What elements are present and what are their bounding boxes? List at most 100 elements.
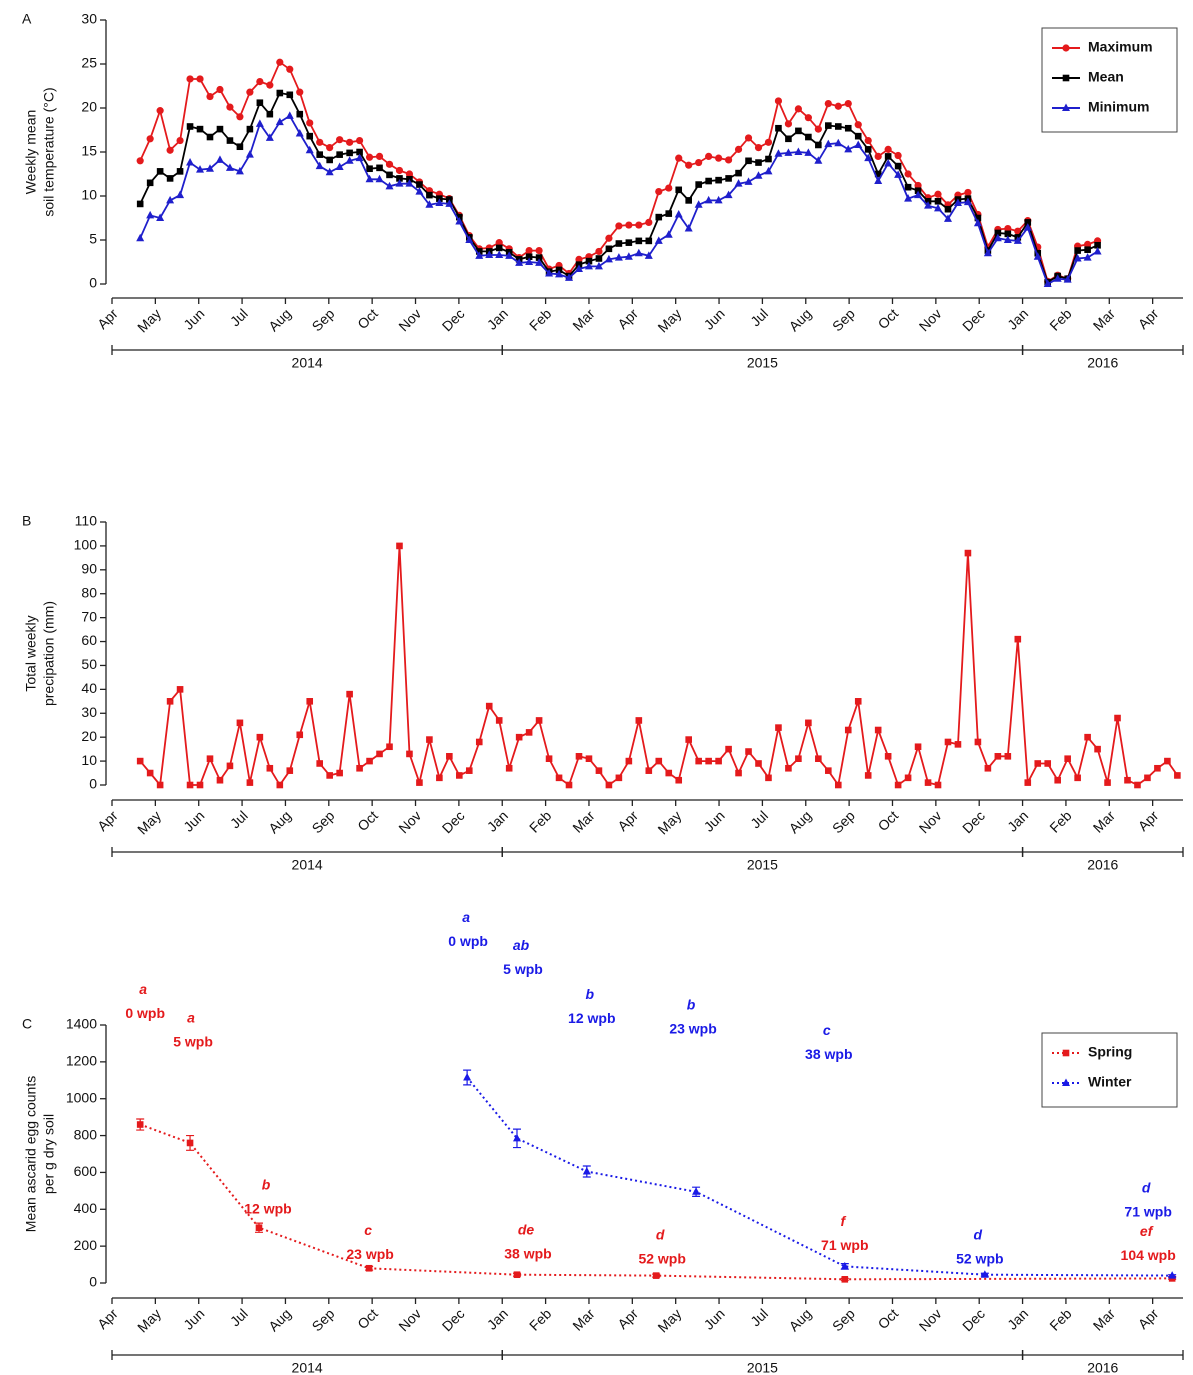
data-point (405, 179, 414, 187)
x-tick-label: Mar (1090, 1305, 1119, 1334)
data-point (335, 162, 344, 170)
data-point (513, 1271, 521, 1279)
y-tick-label: 30 (81, 704, 97, 720)
data-point (285, 111, 294, 119)
data-point (934, 190, 942, 198)
data-point (1124, 776, 1131, 784)
data-point (894, 151, 902, 160)
data-point (894, 781, 902, 789)
x-tick-label: Feb (526, 807, 555, 836)
legend-label: Spring (1088, 1044, 1132, 1060)
data-point (824, 139, 833, 148)
data-point (1064, 755, 1071, 762)
significance-letter: a (139, 981, 147, 997)
data-point (815, 141, 822, 149)
x-tick-label: Jun (701, 1305, 728, 1332)
data-point (675, 776, 683, 784)
y-tick-label: 1200 (66, 1053, 97, 1069)
data-point (356, 764, 363, 772)
data-point (615, 240, 623, 247)
data-point (1043, 279, 1052, 287)
data-point (904, 183, 912, 191)
point-annotation: 52 wpb (638, 1250, 685, 1266)
data-point (785, 764, 792, 772)
data-point (754, 171, 763, 179)
data-point (844, 144, 853, 153)
data-point (136, 757, 144, 765)
data-point (196, 125, 204, 133)
data-point (266, 110, 274, 118)
data-point (864, 153, 873, 162)
data-point (674, 209, 683, 218)
data-point (734, 179, 743, 187)
data-point (944, 738, 952, 746)
y-tick-label: 200 (74, 1237, 98, 1253)
significance-letter: ab (513, 937, 530, 953)
data-point (286, 65, 294, 73)
x-tick-label: Mar (569, 1305, 598, 1334)
data-point (316, 151, 323, 158)
data-point (246, 779, 254, 786)
data-point (694, 200, 703, 208)
y-tick-label: 1400 (66, 1016, 97, 1032)
year-label: 2016 (1087, 857, 1118, 873)
data-point (525, 246, 533, 255)
data-point (266, 81, 274, 89)
point-annotation: 38 wpb (504, 1245, 551, 1261)
data-point (276, 781, 284, 789)
data-point (734, 145, 743, 153)
data-point (735, 769, 742, 777)
data-point (196, 165, 205, 173)
year-label: 2016 (1087, 1360, 1118, 1375)
data-point (426, 736, 433, 743)
data-point (395, 166, 404, 175)
data-point (655, 757, 663, 765)
data-point (275, 117, 284, 126)
data-point (386, 743, 393, 751)
panel-label: B (22, 513, 31, 529)
data-point (584, 261, 593, 270)
legend-label: Winter (1088, 1074, 1132, 1090)
data-point (1034, 760, 1042, 767)
data-point (255, 119, 264, 127)
data-point (365, 1264, 373, 1272)
legend-marker (1062, 74, 1070, 82)
data-point (695, 158, 703, 167)
data-point (684, 224, 693, 232)
y-tick-label: 800 (74, 1126, 98, 1142)
data-point (914, 743, 922, 751)
data-point (186, 781, 194, 789)
data-point (914, 181, 922, 190)
data-point (675, 154, 683, 162)
data-point (365, 153, 374, 161)
legend-label: Maximum (1088, 39, 1153, 55)
data-point (814, 125, 822, 133)
data-point (1144, 774, 1151, 782)
data-point (692, 1187, 701, 1195)
data-point (794, 147, 803, 155)
data-point (256, 99, 264, 107)
significance-letter: a (462, 909, 470, 925)
data-point (325, 167, 334, 176)
data-point (794, 105, 802, 113)
significance-letter: ef (1140, 1223, 1154, 1239)
data-point (226, 137, 234, 144)
data-point (1154, 764, 1161, 772)
data-point (1054, 776, 1061, 784)
year-label: 2015 (747, 857, 778, 873)
x-tick-label: Jul (227, 807, 251, 831)
data-point (146, 135, 154, 143)
data-point (585, 755, 593, 762)
legend-label: Minimum (1088, 99, 1149, 115)
x-tick-label: Jan (1004, 305, 1031, 332)
data-point (216, 85, 224, 94)
x-tick-label: Mar (569, 305, 598, 334)
data-point (326, 772, 333, 779)
x-tick-label: Jan (484, 807, 511, 834)
data-point (505, 764, 513, 772)
data-point (644, 251, 653, 259)
data-point (685, 197, 692, 204)
data-point (396, 175, 403, 182)
significance-letter: c (823, 1022, 831, 1038)
